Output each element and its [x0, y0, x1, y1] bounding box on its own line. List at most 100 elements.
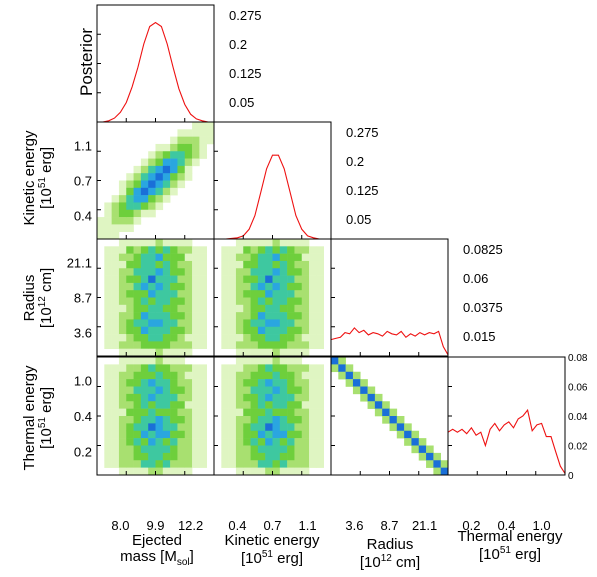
posterior-tick-label: 0.275 — [229, 8, 262, 23]
heatmap-cell — [184, 136, 193, 145]
heatmap-cell — [287, 445, 295, 454]
heatmap-cell — [228, 460, 237, 468]
heatmap-cell — [396, 430, 405, 439]
heatmap-cell — [170, 401, 178, 409]
heatmap-cell — [235, 408, 244, 417]
heatmap-cell — [170, 438, 178, 446]
heatmap-cell — [265, 393, 273, 402]
heatmap-cell — [177, 408, 186, 417]
heatmap-cell — [162, 341, 171, 349]
heatmap-cell — [140, 239, 149, 247]
heatmap-cell — [250, 239, 259, 247]
heatmap-cell — [309, 416, 317, 424]
heatmap-cell — [104, 246, 112, 254]
heatmap-cell — [118, 275, 127, 284]
heatmap-cell — [279, 268, 288, 276]
heatmap-cell — [126, 180, 134, 189]
heatmap-cell — [228, 319, 237, 328]
heatmap-cell — [265, 438, 273, 446]
heatmap-cell — [250, 393, 259, 402]
xtick-label: 0.4 — [228, 518, 246, 533]
heatmap-cell — [287, 290, 295, 298]
heatmap-cell — [265, 253, 273, 262]
heatmap-cell — [228, 393, 237, 402]
heatmap-cell — [309, 452, 317, 461]
heatmap-cell — [221, 319, 229, 328]
heatmap-cell — [104, 445, 112, 454]
heatmap-cell — [162, 290, 171, 298]
heatmap-cell — [170, 173, 178, 181]
heatmap-cell — [170, 158, 178, 167]
heatmap-cell — [221, 371, 229, 380]
xtick-label: 8.0 — [111, 518, 129, 533]
heatmap-cell — [104, 326, 112, 335]
heatmap-cell — [155, 416, 164, 424]
heatmap-cell — [140, 430, 149, 439]
heatmap-cell — [265, 268, 273, 276]
heatmap-cell — [440, 460, 449, 468]
heatmap-cell — [192, 312, 200, 320]
heatmap-cell — [126, 217, 134, 225]
heatmap-cell — [148, 297, 156, 306]
heatmap-cell — [250, 246, 259, 254]
heatmap-cell — [126, 438, 134, 446]
ytick-label: 21.1 — [67, 255, 92, 270]
heatmap-cell — [162, 423, 171, 432]
heatmap-cell — [235, 364, 244, 373]
heatmap-cell — [170, 423, 178, 432]
ytick-label: 1.1 — [74, 138, 92, 153]
heatmap-cell — [367, 393, 376, 402]
heatmap-cell — [294, 275, 303, 284]
heatmap-cell — [235, 326, 244, 335]
heatmap-cell — [250, 357, 259, 365]
heatmap-cell — [243, 460, 251, 468]
heatmap-cell — [250, 297, 259, 306]
heatmap-cell — [228, 379, 237, 387]
heatmap-cell — [177, 151, 186, 159]
heatmap-cell — [265, 408, 273, 417]
panel-frame — [213, 121, 332, 240]
heatmap-cell — [184, 467, 193, 476]
heatmap-cell — [155, 260, 164, 269]
heatmap-cell — [243, 408, 251, 417]
heatmap-cell — [111, 202, 120, 211]
heatmap-cell — [221, 379, 229, 387]
heatmap-cell — [177, 260, 186, 269]
heatmap-cell — [155, 393, 164, 402]
heatmap-cell — [257, 401, 266, 409]
heatmap-cell — [272, 282, 281, 291]
heatmap-cell — [199, 423, 207, 432]
heatmap-cell — [192, 253, 200, 262]
heatmap-cell — [126, 364, 134, 373]
heatmap-cell — [104, 231, 112, 240]
heatmap-cell — [309, 423, 317, 432]
heatmap-cell — [338, 364, 346, 373]
heatmap-cell — [287, 319, 295, 328]
heatmap-cell — [287, 304, 295, 313]
heatmap-cell — [265, 364, 273, 373]
heatmap-cell — [301, 304, 310, 313]
heatmap-cell — [133, 401, 142, 409]
heatmap-cell — [184, 386, 193, 395]
heatmap-cell — [140, 187, 149, 196]
heatmap-cell — [140, 341, 149, 349]
heatmap-cell — [126, 341, 134, 349]
heatmap-cell — [265, 416, 273, 424]
heatmap-cell — [170, 268, 178, 276]
heatmap-cell — [118, 253, 127, 262]
heatmap-cell — [133, 334, 142, 342]
heatmap-cell — [118, 282, 127, 291]
heatmap-cell — [148, 209, 156, 218]
xlabel-te-line1: Thermal energy — [457, 528, 563, 545]
heatmap-cell — [177, 438, 186, 446]
heatmap-cell — [140, 165, 149, 174]
heatmap-cell — [192, 246, 200, 254]
heatmap-cell — [309, 297, 317, 306]
marginal-curves — [97, 21, 566, 474]
heatmap-cell — [265, 260, 273, 269]
heatmap-cell — [148, 364, 156, 373]
heatmap-cell — [316, 304, 324, 313]
heatmap-cell — [221, 246, 229, 254]
heatmap-cell — [148, 239, 156, 247]
heatmap-cell — [389, 423, 398, 432]
